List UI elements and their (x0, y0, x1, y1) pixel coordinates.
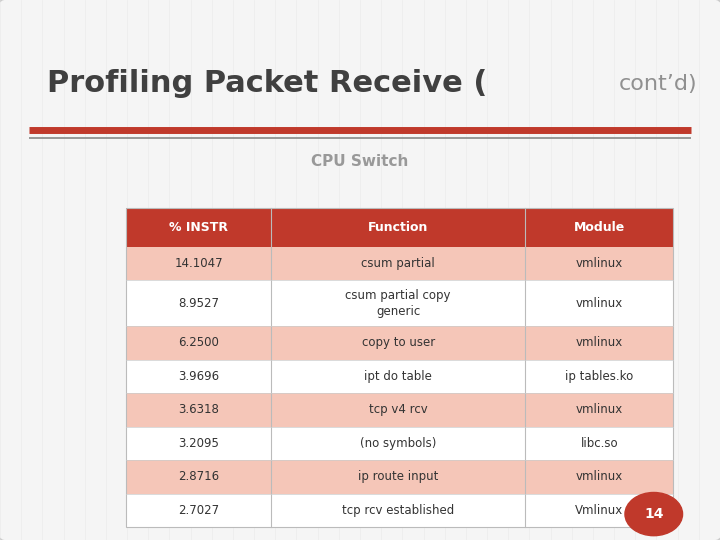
Text: Profiling Packet Receive (: Profiling Packet Receive ( (47, 69, 487, 98)
Text: vmlinux: vmlinux (576, 257, 623, 270)
Bar (126, 280, 673, 326)
Text: ipt do table: ipt do table (364, 370, 432, 383)
Text: CPU Switch: CPU Switch (311, 154, 409, 170)
Text: 3.6318: 3.6318 (178, 403, 219, 416)
Bar (126, 393, 673, 427)
Bar (126, 326, 673, 360)
Text: vmlinux: vmlinux (576, 403, 623, 416)
Bar (126, 208, 673, 247)
Text: vmlinux: vmlinux (576, 470, 623, 483)
Text: tcp rcv established: tcp rcv established (342, 504, 454, 517)
Text: 8.9527: 8.9527 (178, 296, 219, 310)
Text: 3.9696: 3.9696 (178, 370, 219, 383)
Text: 3.2095: 3.2095 (178, 437, 219, 450)
Text: copy to user: copy to user (361, 336, 435, 349)
Text: libc.so: libc.so (580, 437, 618, 450)
Text: Vmlinux: Vmlinux (575, 504, 624, 517)
Text: vmlinux: vmlinux (576, 336, 623, 349)
Text: 2.8716: 2.8716 (178, 470, 219, 483)
Text: vmlinux: vmlinux (576, 296, 623, 310)
Text: 14: 14 (644, 507, 664, 521)
Bar (126, 360, 673, 393)
Text: csum partial copy
generic: csum partial copy generic (346, 289, 451, 318)
Bar (126, 494, 673, 527)
Bar (126, 247, 673, 280)
Text: (no symbols): (no symbols) (360, 437, 436, 450)
Text: Function: Function (368, 221, 428, 234)
Text: 2.7027: 2.7027 (178, 504, 219, 517)
Text: % INSTR: % INSTR (169, 221, 228, 234)
Bar (126, 208, 673, 527)
Text: ip tables.ko: ip tables.ko (565, 370, 634, 383)
Text: 6.2500: 6.2500 (178, 336, 219, 349)
Text: ip route input: ip route input (358, 470, 438, 483)
Circle shape (625, 492, 683, 536)
Text: 14.1047: 14.1047 (174, 257, 222, 270)
Text: Module: Module (574, 221, 625, 234)
Text: csum partial: csum partial (361, 257, 435, 270)
Bar (126, 460, 673, 494)
Text: cont’d): cont’d) (618, 73, 697, 94)
Text: tcp v4 rcv: tcp v4 rcv (369, 403, 428, 416)
Bar (126, 427, 673, 460)
